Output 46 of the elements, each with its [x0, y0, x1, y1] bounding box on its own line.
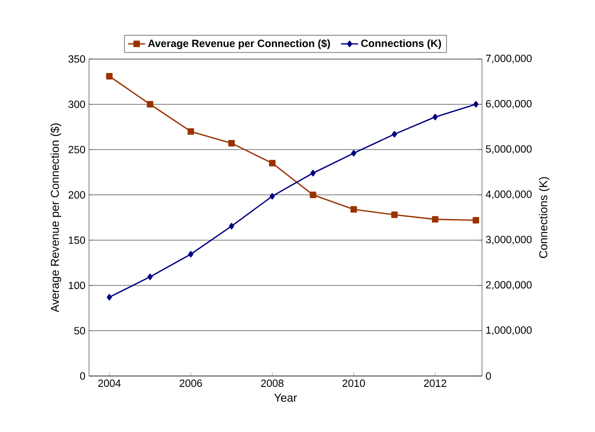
point: [106, 72, 113, 80]
point: [188, 128, 194, 135]
y2-axis-title: Connections (K): [538, 177, 550, 258]
y2-tick-label: 0: [486, 372, 491, 380]
point: [310, 170, 316, 176]
point: [392, 130, 398, 138]
point: [228, 140, 235, 146]
y2-tick-label: 4,000,000: [486, 190, 532, 200]
point: [391, 212, 398, 218]
x-axis-title: Year: [274, 394, 297, 402]
y-tick-label: 0: [80, 372, 86, 380]
y-tick-label: 300: [68, 100, 86, 108]
y-tick-label: 100: [68, 282, 86, 290]
point: [432, 216, 438, 223]
y2-tick-label: 5,000,000: [486, 145, 532, 154]
point: [432, 114, 438, 120]
y-tick-label: 50: [74, 327, 86, 334]
point: [351, 150, 356, 156]
point: [228, 222, 234, 230]
point: [148, 274, 153, 280]
x-tick-label: 2012: [424, 380, 446, 387]
point: [188, 250, 194, 258]
y-tick-label: 200: [68, 191, 86, 199]
point: [310, 192, 316, 198]
x-tick-label: 2008: [261, 380, 284, 387]
x-tick-label: 2010: [342, 380, 365, 387]
point: [472, 216, 480, 224]
point: [270, 192, 275, 200]
point: [473, 101, 478, 108]
x-tick-label: 2004: [98, 380, 121, 387]
legend-label: Average Revenue per Connection ($): [148, 39, 330, 50]
y2-tick-label: 6,000,000: [486, 100, 532, 109]
point: [146, 101, 154, 108]
y-tick-label: 350: [68, 55, 86, 63]
point: [106, 294, 112, 300]
x-tick-label: 2006: [180, 380, 202, 387]
y2-tick-label: 1,000,000: [486, 326, 532, 336]
y2-tick-label: 7,000,000: [486, 54, 532, 64]
y2-tick-label: 2,000,000: [486, 281, 532, 290]
y-tick-label: 250: [68, 146, 86, 154]
legend-label: Connections (K): [361, 39, 441, 50]
y-axis-title: Average Revenue per Connection ($): [50, 123, 62, 312]
y-tick-label: 150: [68, 236, 86, 244]
point: [350, 206, 357, 213]
y2-tick-label: 3,000,000: [486, 236, 532, 244]
point: [269, 160, 276, 166]
